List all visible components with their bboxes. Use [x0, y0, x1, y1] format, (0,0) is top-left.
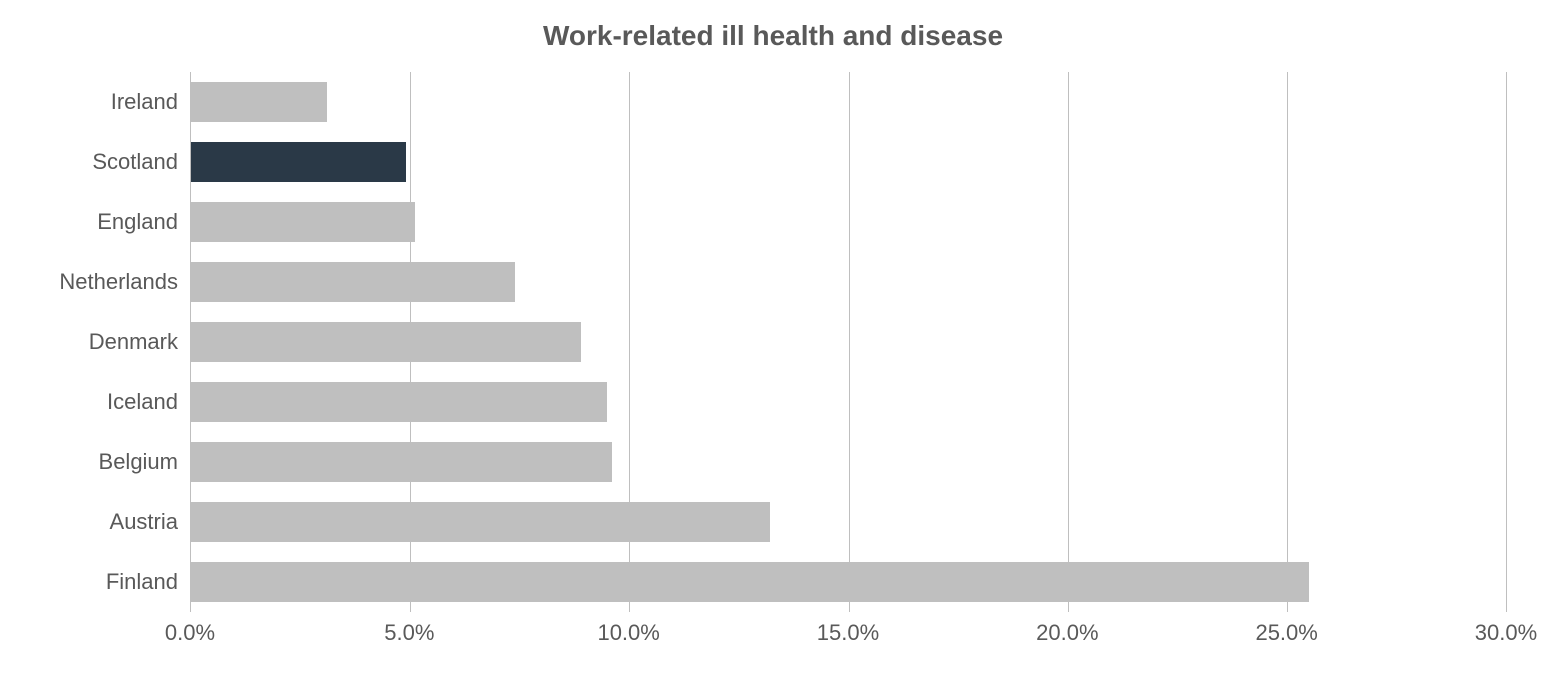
y-axis-label: Finland	[40, 552, 178, 612]
bar-row	[191, 552, 1506, 612]
chart-title: Work-related ill health and disease	[40, 20, 1506, 52]
bar-row	[191, 372, 1506, 432]
x-axis-tick: 25.0%	[1255, 620, 1317, 646]
y-axis-label: Denmark	[40, 312, 178, 372]
bar-row	[191, 192, 1506, 252]
y-axis-label: England	[40, 192, 178, 252]
bar	[191, 262, 515, 302]
bar	[191, 322, 581, 362]
x-axis-tick: 0.0%	[165, 620, 215, 646]
y-axis-label: Austria	[40, 492, 178, 552]
plot-area: IrelandScotlandEnglandNetherlandsDenmark…	[40, 72, 1506, 612]
bar-row	[191, 132, 1506, 192]
bar	[191, 82, 327, 122]
x-axis-wrap: 0.0%5.0%10.0%15.0%20.0%25.0%30.0%	[40, 612, 1506, 652]
bars-region	[190, 72, 1506, 612]
x-axis-labels: 0.0%5.0%10.0%15.0%20.0%25.0%30.0%	[190, 612, 1506, 652]
bar	[191, 502, 770, 542]
gridline	[1506, 72, 1507, 612]
bar-row	[191, 252, 1506, 312]
bar	[191, 562, 1309, 602]
bars	[191, 72, 1506, 612]
bar-row	[191, 312, 1506, 372]
bar	[191, 382, 607, 422]
bar	[191, 442, 612, 482]
bar	[191, 202, 415, 242]
bar	[191, 142, 406, 182]
y-axis-label: Scotland	[40, 132, 178, 192]
bar-row	[191, 72, 1506, 132]
bar-row	[191, 492, 1506, 552]
bar-row	[191, 432, 1506, 492]
x-axis-tick: 5.0%	[384, 620, 434, 646]
y-axis-label: Netherlands	[40, 252, 178, 312]
y-axis-label: Iceland	[40, 372, 178, 432]
x-axis-tick: 20.0%	[1036, 620, 1098, 646]
y-axis-labels: IrelandScotlandEnglandNetherlandsDenmark…	[40, 72, 190, 612]
x-axis-tick: 30.0%	[1475, 620, 1537, 646]
chart-container: Work-related ill health and disease Irel…	[0, 0, 1546, 700]
y-axis-label: Belgium	[40, 432, 178, 492]
x-axis-tick: 15.0%	[817, 620, 879, 646]
x-axis-tick: 10.0%	[597, 620, 659, 646]
y-axis-label: Ireland	[40, 72, 178, 132]
